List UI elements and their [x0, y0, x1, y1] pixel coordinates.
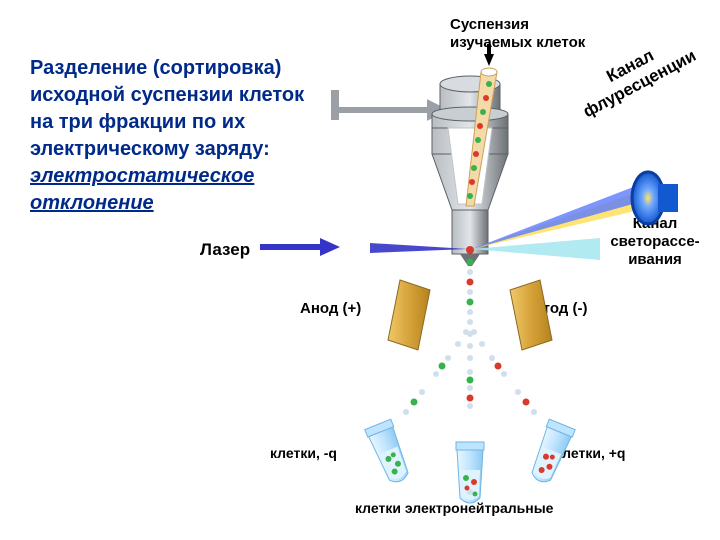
droplet-paths: [403, 329, 537, 415]
facs-diagram: [0, 0, 720, 540]
sorted-cells-on-paths: [411, 363, 530, 406]
detector-lens-icon: [632, 172, 678, 224]
side-scatter-beam: [472, 186, 640, 249]
interrogation-cell: [466, 246, 474, 254]
laser-arrow-icon: [260, 238, 340, 256]
suspension-arrow-icon: [484, 44, 494, 66]
droplet-stream: [467, 259, 474, 326]
tube-middle: [456, 442, 484, 503]
tube-right: [526, 419, 575, 486]
cathode-plate: [510, 280, 552, 350]
anode-plate: [388, 280, 430, 350]
tube-left: [365, 419, 414, 486]
sheath-arrow-icon: [335, 90, 442, 120]
forward-scatter-cone: [472, 238, 600, 260]
